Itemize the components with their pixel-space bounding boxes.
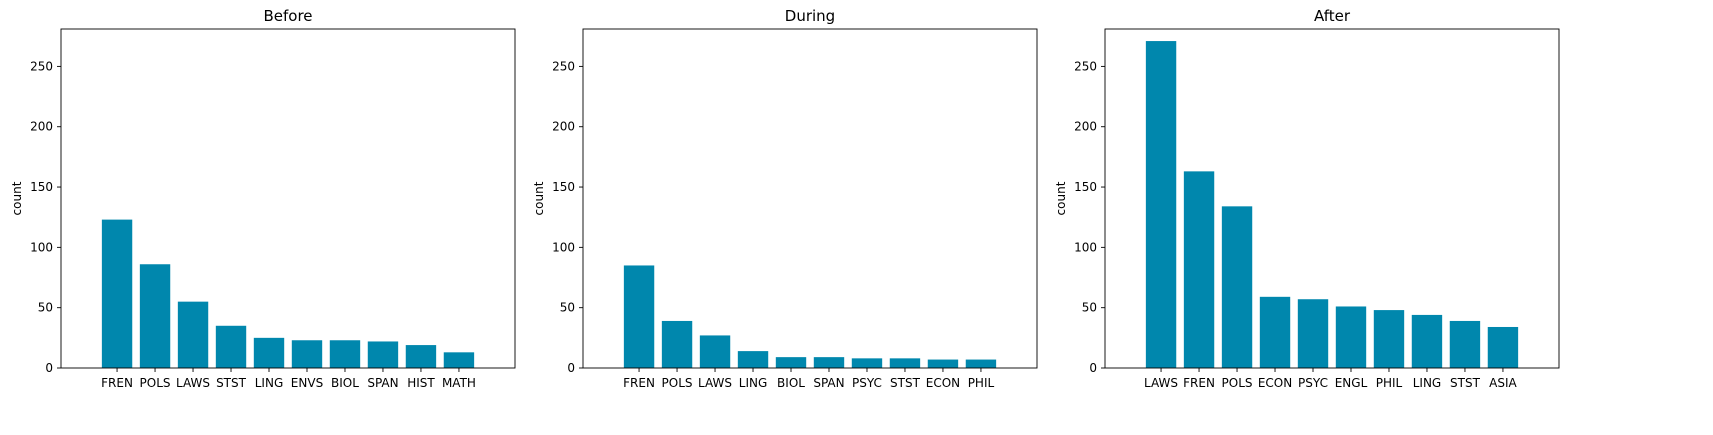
x-tick-label: PSYC [1298, 376, 1328, 390]
bar-econ [927, 359, 959, 368]
y-tick-label: 250 [552, 59, 575, 73]
bar-laws [1145, 41, 1177, 369]
x-tick-label: LAWS [176, 376, 210, 390]
bar-biol [775, 357, 807, 368]
axes-frame [60, 28, 516, 369]
chart-title: During [785, 7, 835, 25]
x-tick-label: MATH [442, 376, 476, 390]
y-tick-label: 0 [1089, 361, 1097, 375]
x-tick-label: POLS [662, 376, 693, 390]
bar-phil [965, 359, 997, 368]
bar-fren [623, 265, 655, 368]
x-tick-label: PHIL [968, 376, 995, 390]
y-tick-label: 250 [1074, 59, 1097, 73]
axes-frame [582, 28, 1038, 369]
bar-envs [291, 340, 323, 368]
chart-title: Before [263, 7, 312, 25]
y-axis-label: count [532, 181, 546, 215]
x-tick-label: FREN [1183, 376, 1215, 390]
bar-laws [177, 301, 209, 368]
x-tick-label: LAWS [698, 376, 732, 390]
x-tick-label: ECON [1258, 376, 1292, 390]
bar-engl [1335, 306, 1367, 368]
chart-panel-3: 0 50 100 150 200 250 LAWS FREN POLS ECON PSYC ENGL P… [1054, 7, 1560, 390]
y-tick-label: 200 [30, 120, 53, 134]
bar-stst [215, 325, 247, 368]
bar-laws [699, 335, 731, 368]
x-tick-label: LAWS [1144, 376, 1178, 390]
x-tick-label: ENGL [1335, 376, 1368, 390]
y-tick-label: 50 [560, 301, 575, 315]
y-tick-label: 100 [552, 240, 575, 254]
bar-pols [1221, 206, 1253, 368]
y-tick-label: 50 [1082, 301, 1097, 315]
y-tick-label: 0 [567, 361, 575, 375]
x-tick-label: HIST [407, 376, 435, 390]
chart-panel-1: 0 50 100 150 200 250 FREN POLS LAWS STST LING ENVS B… [10, 7, 516, 390]
x-tick-label: STST [216, 376, 247, 390]
bar-math [443, 352, 475, 368]
y-tick-label: 250 [30, 59, 53, 73]
x-tick-label: ECON [926, 376, 960, 390]
x-tick-label: LING [255, 376, 284, 390]
y-axis-label: count [1054, 181, 1068, 215]
y-tick-label: 0 [45, 361, 53, 375]
bar-span [813, 357, 845, 368]
bar-biol [329, 340, 361, 368]
bar-ling [1411, 314, 1443, 368]
x-tick-label: PSYC [852, 376, 882, 390]
y-tick-label: 150 [30, 180, 53, 194]
y-tick-label: 50 [38, 301, 53, 315]
bar-fren [101, 219, 133, 368]
x-tick-label: BIOL [331, 376, 359, 390]
chart-panel-2: 0 50 100 150 200 250 FREN POLS LAWS LING BIOL SPAN P… [532, 7, 1038, 390]
x-tick-label: ENVS [291, 376, 323, 390]
bar-hist [405, 345, 437, 368]
x-tick-label: BIOL [777, 376, 805, 390]
y-tick-label: 100 [1074, 240, 1097, 254]
y-tick-label: 150 [552, 180, 575, 194]
bar-asia [1487, 326, 1519, 368]
y-tick-label: 150 [1074, 180, 1097, 194]
x-tick-label: LING [1413, 376, 1442, 390]
y-tick-label: 100 [30, 240, 53, 254]
chart-title: After [1314, 7, 1351, 25]
y-tick-label: 200 [1074, 120, 1097, 134]
x-tick-label: PHIL [1376, 376, 1403, 390]
x-tick-label: POLS [1222, 376, 1253, 390]
x-tick-label: FREN [101, 376, 133, 390]
bar-ling [737, 351, 769, 368]
bar-psyc [1297, 299, 1329, 368]
bar-span [367, 341, 399, 368]
x-tick-label: STST [1450, 376, 1481, 390]
bar-fren [1183, 171, 1215, 368]
y-axis-label: count [10, 181, 24, 215]
bar-phil [1373, 310, 1405, 368]
x-tick-label: LING [739, 376, 768, 390]
bar-psyc [851, 358, 883, 368]
x-tick-label: STST [890, 376, 921, 390]
x-tick-label: ASIA [1489, 376, 1517, 390]
bar-ling [253, 337, 285, 368]
bar-stst [889, 358, 921, 368]
x-tick-label: FREN [623, 376, 655, 390]
bar-pols [661, 320, 693, 368]
axes-frame [1104, 28, 1560, 369]
y-tick-label: 200 [552, 120, 575, 134]
x-tick-label: SPAN [813, 376, 844, 390]
x-tick-label: POLS [140, 376, 171, 390]
bar-econ [1259, 296, 1291, 368]
bar-pols [139, 264, 171, 368]
bar-stst [1449, 320, 1481, 368]
x-tick-label: SPAN [367, 376, 398, 390]
